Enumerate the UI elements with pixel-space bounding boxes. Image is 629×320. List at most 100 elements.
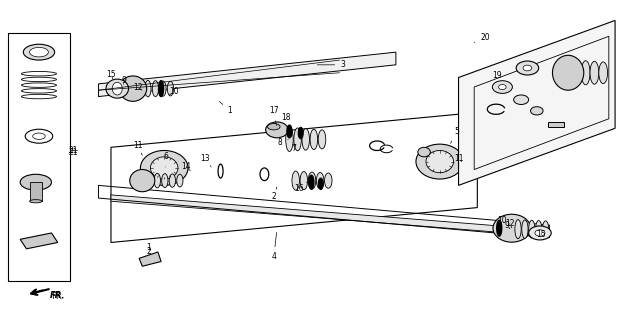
- Text: 9: 9: [121, 76, 126, 85]
- Ellipse shape: [167, 81, 174, 96]
- Ellipse shape: [309, 175, 314, 189]
- Ellipse shape: [152, 81, 159, 97]
- Text: 5: 5: [450, 127, 460, 143]
- Polygon shape: [111, 195, 527, 235]
- Text: 21: 21: [69, 146, 78, 155]
- Ellipse shape: [310, 129, 318, 149]
- Text: 4: 4: [271, 233, 277, 261]
- Ellipse shape: [564, 60, 572, 86]
- Ellipse shape: [300, 172, 308, 190]
- Text: 3: 3: [317, 60, 345, 69]
- Ellipse shape: [426, 150, 454, 173]
- Ellipse shape: [119, 76, 147, 101]
- Ellipse shape: [542, 221, 548, 237]
- Ellipse shape: [294, 128, 301, 151]
- Ellipse shape: [150, 157, 178, 179]
- Text: 7: 7: [291, 144, 296, 153]
- Ellipse shape: [287, 125, 292, 138]
- Ellipse shape: [535, 220, 542, 238]
- Ellipse shape: [145, 80, 151, 97]
- Ellipse shape: [140, 150, 188, 185]
- Text: 12: 12: [505, 219, 515, 228]
- Ellipse shape: [497, 220, 502, 236]
- Text: 19: 19: [493, 71, 502, 80]
- Text: 15: 15: [537, 230, 546, 239]
- Ellipse shape: [112, 82, 122, 95]
- Ellipse shape: [318, 130, 326, 149]
- Ellipse shape: [572, 60, 581, 85]
- Circle shape: [23, 44, 55, 60]
- Ellipse shape: [523, 65, 532, 71]
- Ellipse shape: [516, 61, 538, 75]
- Polygon shape: [139, 252, 161, 266]
- Text: 11: 11: [454, 154, 464, 163]
- Ellipse shape: [169, 174, 175, 187]
- Ellipse shape: [515, 220, 521, 239]
- Text: FR.: FR.: [50, 291, 65, 300]
- Circle shape: [30, 47, 48, 57]
- Text: 14: 14: [181, 163, 191, 172]
- Text: 2: 2: [272, 187, 277, 201]
- Ellipse shape: [522, 220, 528, 238]
- Text: 15: 15: [106, 70, 116, 79]
- Text: 16: 16: [294, 182, 307, 193]
- Ellipse shape: [162, 174, 168, 188]
- Ellipse shape: [528, 220, 535, 238]
- Text: 11: 11: [133, 141, 143, 155]
- Ellipse shape: [493, 81, 513, 93]
- Ellipse shape: [139, 173, 145, 188]
- Text: 13: 13: [200, 154, 211, 167]
- Text: 8: 8: [277, 138, 288, 147]
- Ellipse shape: [265, 122, 288, 138]
- Ellipse shape: [130, 170, 155, 192]
- Ellipse shape: [514, 95, 528, 105]
- Ellipse shape: [137, 80, 143, 97]
- Ellipse shape: [286, 127, 293, 151]
- Text: 6: 6: [163, 152, 168, 167]
- Bar: [548, 122, 564, 127]
- Bar: [30, 182, 42, 201]
- Ellipse shape: [493, 214, 530, 242]
- Polygon shape: [20, 233, 58, 249]
- Ellipse shape: [318, 178, 323, 189]
- Ellipse shape: [552, 55, 584, 90]
- Text: FR.: FR.: [51, 292, 64, 301]
- Text: 12: 12: [133, 83, 143, 92]
- Ellipse shape: [160, 81, 166, 96]
- Ellipse shape: [535, 230, 545, 236]
- Ellipse shape: [154, 173, 160, 188]
- Ellipse shape: [528, 226, 551, 240]
- Ellipse shape: [147, 173, 153, 188]
- Text: 2: 2: [146, 247, 151, 257]
- Ellipse shape: [316, 172, 324, 189]
- Ellipse shape: [416, 144, 464, 179]
- Ellipse shape: [581, 61, 590, 85]
- Ellipse shape: [530, 107, 543, 115]
- Ellipse shape: [590, 61, 599, 84]
- Polygon shape: [459, 20, 615, 185]
- Ellipse shape: [159, 81, 164, 97]
- Ellipse shape: [302, 129, 309, 150]
- Bar: [8, 33, 70, 281]
- Ellipse shape: [418, 147, 430, 157]
- Text: 17: 17: [269, 106, 279, 125]
- Text: 9: 9: [505, 220, 510, 229]
- Text: 18: 18: [282, 113, 291, 128]
- Text: 10: 10: [498, 216, 507, 228]
- Ellipse shape: [298, 127, 303, 139]
- Text: 21: 21: [69, 148, 78, 156]
- Circle shape: [20, 174, 52, 190]
- Text: 20: 20: [474, 33, 489, 43]
- Ellipse shape: [599, 62, 608, 84]
- Text: 1: 1: [146, 243, 151, 252]
- Ellipse shape: [325, 173, 332, 188]
- Text: 10: 10: [169, 87, 179, 96]
- Text: 1: 1: [220, 101, 232, 115]
- Ellipse shape: [106, 79, 128, 98]
- Ellipse shape: [292, 171, 299, 190]
- Ellipse shape: [308, 172, 316, 189]
- Ellipse shape: [267, 124, 280, 130]
- Ellipse shape: [499, 84, 506, 90]
- Ellipse shape: [30, 200, 42, 203]
- Ellipse shape: [177, 174, 183, 187]
